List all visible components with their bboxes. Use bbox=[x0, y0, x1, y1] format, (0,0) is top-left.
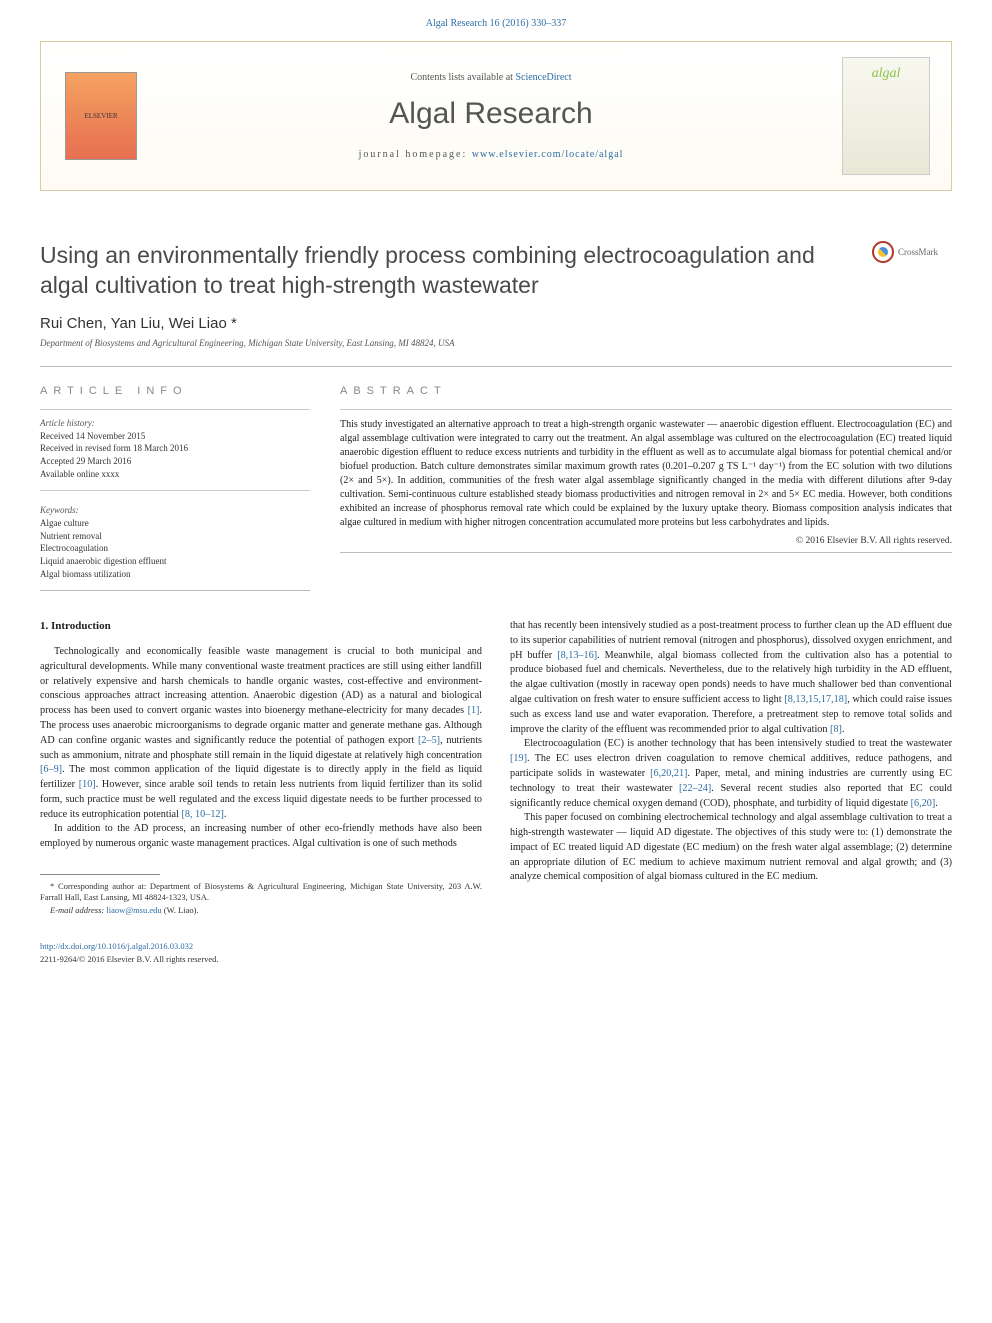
crossmark-label: CrossMark bbox=[898, 247, 938, 257]
footnote-divider bbox=[40, 874, 160, 875]
contents-line: Contents lists available at ScienceDirec… bbox=[161, 72, 821, 83]
history-online: Available online xxxx bbox=[40, 468, 310, 481]
footer-block: http://dx.doi.org/10.1016/j.algal.2016.0… bbox=[40, 940, 482, 965]
homepage-link[interactable]: www.elsevier.com/locate/algal bbox=[472, 149, 624, 160]
citation-link[interactable]: [6,20] bbox=[911, 798, 936, 809]
cover-brand-text: algal bbox=[872, 66, 901, 82]
body-paragraph: that has recently been intensively studi… bbox=[510, 619, 952, 737]
abstract-label: ABSTRACT bbox=[340, 385, 952, 397]
history-accepted: Accepted 29 March 2016 bbox=[40, 455, 310, 468]
body-paragraph: Electrocoagulation (EC) is another techn… bbox=[510, 737, 952, 811]
section-heading-intro: 1. Introduction bbox=[40, 619, 482, 635]
body-text: Technologically and economically feasibl… bbox=[40, 646, 482, 716]
homepage-line: journal homepage: www.elsevier.com/locat… bbox=[161, 149, 821, 160]
citation-link[interactable]: [8] bbox=[830, 724, 842, 735]
header-center: Contents lists available at ScienceDirec… bbox=[161, 62, 821, 170]
keyword: Algae culture bbox=[40, 517, 310, 530]
journal-cover: algal bbox=[842, 57, 930, 175]
crossmark-icon bbox=[872, 241, 894, 263]
body-text: . bbox=[224, 809, 227, 820]
sub-divider-bottom bbox=[40, 590, 310, 591]
journal-header: ELSEVIER Contents lists available at Sci… bbox=[40, 41, 952, 191]
body-paragraph: In addition to the AD process, an increa… bbox=[40, 822, 482, 852]
crossmark-badge[interactable]: CrossMark bbox=[872, 241, 952, 263]
authors: Rui Chen, Yan Liu, Wei Liao * bbox=[40, 315, 952, 332]
body-text: . bbox=[842, 724, 845, 735]
citation-link[interactable]: [10] bbox=[79, 779, 96, 790]
keyword: Liquid anaerobic digestion effluent bbox=[40, 555, 310, 568]
email-suffix: (W. Liao). bbox=[162, 905, 199, 915]
history-label: Article history: bbox=[40, 418, 310, 428]
copyright: © 2016 Elsevier B.V. All rights reserved… bbox=[340, 536, 952, 546]
publisher-logo-area: ELSEVIER bbox=[41, 72, 161, 160]
contents-prefix: Contents lists available at bbox=[410, 72, 515, 83]
abstract-text: This study investigated an alternative a… bbox=[340, 418, 952, 530]
keyword: Algal biomass utilization bbox=[40, 568, 310, 581]
citation-link[interactable]: [2–5] bbox=[418, 735, 440, 746]
body-text: . However, since arable soil tends to re… bbox=[40, 779, 482, 820]
doi-link[interactable]: http://dx.doi.org/10.1016/j.algal.2016.0… bbox=[40, 941, 193, 951]
citation-link[interactable]: [6–9] bbox=[40, 764, 62, 775]
citation-link[interactable]: [6,20,21] bbox=[650, 768, 687, 779]
email-label: E-mail address: bbox=[50, 905, 106, 915]
title-row: Using an environmentally friendly proces… bbox=[40, 241, 952, 301]
corresponding-author-note: * Corresponding author at: Department of… bbox=[40, 881, 482, 904]
keyword: Electrocoagulation bbox=[40, 542, 310, 555]
citation-link[interactable]: [8,13–16] bbox=[557, 650, 597, 661]
issn-copyright: 2211-9264/© 2016 Elsevier B.V. All right… bbox=[40, 954, 219, 964]
column-right: that has recently been intensively studi… bbox=[510, 619, 952, 965]
sub-divider bbox=[40, 490, 310, 491]
body-text: . bbox=[935, 798, 938, 809]
citation-link[interactable]: [8,13,15,17,18] bbox=[784, 694, 847, 705]
abstract-col: ABSTRACT This study investigated an alte… bbox=[340, 385, 952, 591]
body-text: Electrocoagulation (EC) is another techn… bbox=[524, 738, 952, 749]
history-revised: Received in revised form 18 March 2016 bbox=[40, 442, 310, 455]
keywords-label: Keywords: bbox=[40, 505, 310, 515]
sub-divider bbox=[340, 409, 952, 410]
body-paragraph: This paper focused on combining electroc… bbox=[510, 811, 952, 885]
article-body: Using an environmentally friendly proces… bbox=[0, 191, 992, 985]
citation-link[interactable]: [19] bbox=[510, 753, 527, 764]
article-info-label: ARTICLE INFO bbox=[40, 385, 310, 397]
homepage-prefix: journal homepage: bbox=[359, 149, 472, 160]
elsevier-logo-text: ELSEVIER bbox=[84, 112, 117, 120]
journal-name: Algal Research bbox=[161, 97, 821, 131]
top-citation-link[interactable]: Algal Research 16 (2016) 330–337 bbox=[426, 18, 567, 29]
journal-cover-area: algal bbox=[821, 57, 951, 175]
sub-divider-bottom bbox=[340, 552, 952, 553]
affiliation: Department of Biosystems and Agricultura… bbox=[40, 338, 952, 348]
email-line: E-mail address: liaow@msu.edu (W. Liao). bbox=[40, 904, 482, 916]
article-title: Using an environmentally friendly proces… bbox=[40, 241, 852, 301]
citation-link[interactable]: [1] bbox=[468, 705, 480, 716]
main-text-columns: 1. Introduction Technologically and econ… bbox=[40, 619, 952, 965]
history-received: Received 14 November 2015 bbox=[40, 430, 310, 443]
sciencedirect-link[interactable]: ScienceDirect bbox=[515, 72, 571, 83]
citation-link[interactable]: [22–24] bbox=[679, 783, 711, 794]
top-citation: Algal Research 16 (2016) 330–337 bbox=[0, 0, 992, 41]
column-left: 1. Introduction Technologically and econ… bbox=[40, 619, 482, 965]
article-info-col: ARTICLE INFO Article history: Received 1… bbox=[40, 385, 310, 591]
email-link[interactable]: liaow@msu.edu bbox=[106, 905, 161, 915]
body-paragraph: Technologically and economically feasibl… bbox=[40, 645, 482, 822]
divider bbox=[40, 366, 952, 367]
info-abstract-row: ARTICLE INFO Article history: Received 1… bbox=[40, 385, 952, 591]
citation-link[interactable]: [8, 10–12] bbox=[181, 809, 223, 820]
elsevier-logo: ELSEVIER bbox=[65, 72, 137, 160]
sub-divider bbox=[40, 409, 310, 410]
keyword: Nutrient removal bbox=[40, 530, 310, 543]
